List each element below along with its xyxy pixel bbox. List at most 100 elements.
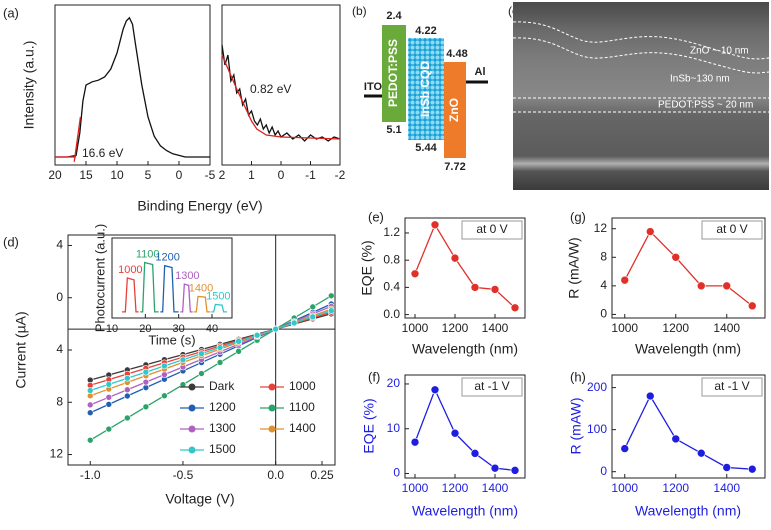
legend-marker [188, 404, 196, 412]
x-tick-label: 20 [139, 323, 151, 335]
sem-label: InSb~130 nm [670, 74, 730, 85]
annotation: 16.6 eV [82, 146, 123, 160]
data-point [105, 425, 113, 433]
x-tick-label: 1400 [482, 481, 509, 495]
data-point [142, 384, 150, 391]
panel-label: (b) [352, 4, 367, 18]
data-point [490, 285, 500, 294]
data-line [414, 223, 516, 309]
x-axis-label: Voltage (V) [165, 491, 234, 507]
x-tick-label: -5 [205, 168, 216, 182]
data-point [290, 319, 298, 327]
data-point [510, 466, 520, 475]
electrode-label: ITO [364, 81, 383, 93]
data-point [124, 414, 131, 422]
band-layer [444, 62, 466, 158]
data-point [410, 437, 420, 447]
x-tick-label: 1000 [611, 321, 638, 335]
data-line [55, 16, 210, 158]
panel-label: (f) [368, 369, 380, 384]
x-tick-label: 5 [145, 168, 152, 182]
y-tick-label: 12 [50, 447, 64, 461]
x-axis-label: Wavelength (nm) [635, 503, 741, 519]
legend-label: 1100 [289, 400, 315, 414]
data-point [161, 392, 168, 400]
data-point [747, 464, 757, 474]
layer-boundary [512, 37, 770, 74]
x-tick-label: 10 [106, 323, 118, 335]
data-point [86, 409, 94, 417]
y-tick-label: 20 [387, 376, 401, 390]
panel-label: (h) [570, 369, 586, 384]
annotation-box [701, 377, 763, 397]
annotation: at 0 V [716, 222, 747, 236]
panel-label: (a) [3, 5, 19, 20]
data-line [89, 295, 332, 441]
x-tick-label: 20 [48, 168, 62, 182]
y-axis-label: EQE (%) [361, 398, 377, 453]
data-line [624, 230, 753, 307]
y-tick-label: 8 [56, 394, 63, 408]
y-tick-label: 10 [387, 421, 401, 435]
x-tick-label: 1200 [662, 481, 689, 495]
data-point [105, 401, 113, 408]
data-point [216, 359, 224, 366]
data-line [73, 116, 82, 162]
layer-name: ZnO [447, 98, 461, 122]
series-label: 1300 [175, 270, 199, 282]
y-tick-label: 0 [600, 307, 607, 321]
data-point [696, 281, 706, 291]
data-point [327, 292, 335, 300]
x-tick-label: 1 [248, 168, 255, 182]
energy-level: 7.72 [444, 161, 465, 173]
layer-name: PEDOT:PSS [386, 39, 400, 107]
data-line [140, 261, 159, 313]
annotation-box [701, 220, 763, 240]
data-line [211, 303, 227, 313]
sem-label: PEDOT:PSS ~ 20 nm [658, 100, 753, 111]
data-point [253, 331, 261, 339]
legend-label: 1500 [209, 442, 236, 456]
data-point [450, 428, 460, 438]
y-tick-label: 100 [587, 422, 607, 436]
x-axis-label: Wavelength (nm) [412, 503, 518, 519]
x-tick-label: 40 [206, 323, 218, 335]
data-point [161, 371, 168, 378]
annotation: 0.82 eV [250, 82, 291, 96]
data-point [470, 449, 480, 458]
x-tick-label: 1400 [713, 481, 740, 495]
data-line [180, 283, 193, 313]
x-tick-label: 0 [278, 168, 285, 182]
data-point [747, 301, 757, 311]
data-point [722, 463, 732, 472]
y-axis-label: R (mAW) [568, 397, 584, 454]
panel-label: (e) [368, 209, 384, 224]
legend-marker [188, 446, 196, 454]
x-tick-label: 10 [110, 168, 124, 182]
x-tick-label: 1400 [482, 321, 509, 335]
band-layer [408, 38, 444, 140]
y-tick-label: 4 [56, 238, 63, 252]
y-tick-label: 4 [56, 342, 63, 356]
data-line [160, 264, 179, 313]
energy-level: 5.44 [415, 142, 437, 154]
legend-label: 1000 [289, 379, 316, 393]
x-tick-label: 2 [219, 168, 226, 182]
data-point [510, 303, 520, 313]
x-axis-label: Binding Energy (eV) [137, 198, 262, 214]
data-point [142, 403, 150, 411]
x-tick-label: 1000 [402, 481, 429, 495]
y-axis-label: Photocurrent (a.u.) [92, 224, 107, 332]
data-point [105, 394, 113, 401]
data-line [221, 44, 341, 142]
data-line [221, 54, 341, 140]
y-tick-label: 0.0 [383, 307, 400, 321]
legend-label: 1300 [209, 421, 236, 435]
layer-boundary [512, 21, 770, 60]
annotation-box [461, 377, 523, 397]
legend-label: Dark [209, 379, 235, 393]
data-point [272, 325, 279, 333]
data-point [490, 463, 500, 473]
legend-marker [188, 425, 196, 433]
x-axis-label: Wavelength (nm) [635, 341, 741, 357]
